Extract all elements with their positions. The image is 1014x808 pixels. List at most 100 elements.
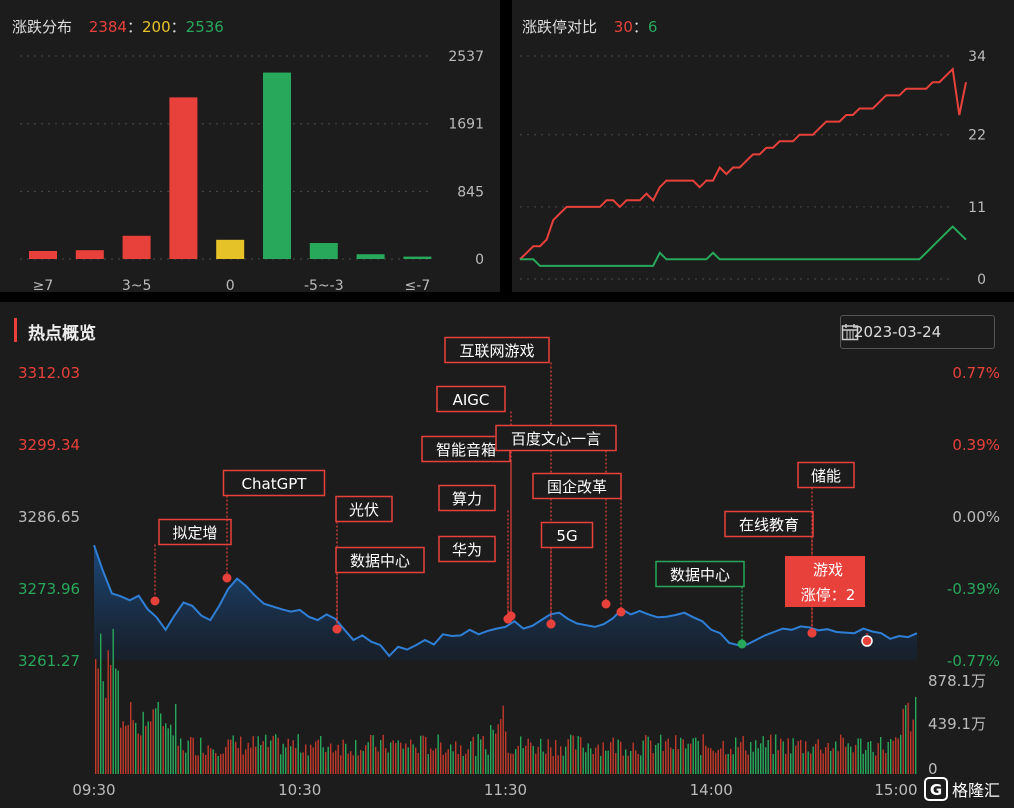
volume-bar: [787, 738, 789, 774]
volume-bar: [672, 749, 674, 774]
annotation-box: [335, 546, 425, 574]
volume-bar: [200, 737, 202, 774]
volume-bar: [630, 751, 632, 774]
volume-bar: [645, 735, 647, 774]
volume-bar: [550, 747, 552, 774]
volume-bar: [682, 739, 684, 774]
volume-bar: [730, 748, 732, 774]
volume-bar: [817, 739, 819, 774]
volume-bar: [120, 727, 122, 774]
volume-bar: [175, 704, 177, 774]
distribution-title-text: 涨跌分布: [12, 18, 73, 36]
volume-bar: [497, 724, 499, 774]
volume-bar: [352, 755, 354, 774]
volume-bar: [635, 750, 637, 774]
volume-bar: [735, 737, 737, 774]
volume-bar: [222, 753, 224, 774]
volume-bar: [357, 755, 359, 774]
volume-bar: [425, 737, 427, 774]
volume-bar: [225, 746, 227, 774]
volume-bar: [695, 737, 697, 774]
bar-6: [309, 242, 338, 259]
volume-bar: [602, 742, 604, 774]
volume-bar: [825, 747, 827, 774]
volume-bar: [310, 744, 312, 774]
volume-bar: [552, 756, 554, 774]
volume-bar: [575, 749, 577, 774]
volume-bar: [232, 735, 234, 774]
bar-5: [263, 72, 291, 259]
volume-bar: [262, 741, 264, 774]
volume-bar: [287, 738, 289, 774]
volume-bar: [622, 755, 624, 774]
volume-bar: [485, 749, 487, 774]
x-tick-label: ≤-7: [405, 278, 431, 294]
volume-bar: [510, 753, 512, 774]
volume-bar: [885, 752, 887, 774]
volume-bar: [187, 740, 189, 774]
volume-bar: [247, 742, 249, 774]
volume-bar: [667, 738, 669, 774]
volume-bar: [150, 721, 152, 774]
volume-bar: [295, 747, 297, 774]
volume-bar: [257, 736, 259, 774]
gelonghui-watermark: G 格隆汇: [924, 777, 1000, 801]
volume-bar: [470, 741, 472, 774]
volume-bar: [565, 746, 567, 774]
volume-bar: [105, 697, 107, 774]
volume-bar: [530, 742, 532, 774]
volume-bar: [420, 735, 422, 774]
calendar-icon[interactable]: [841, 323, 859, 341]
volume-bar: [115, 668, 117, 774]
volume-bar: [895, 737, 897, 774]
annotation-label: AIGC: [453, 391, 490, 409]
y-tick-label: 2537: [448, 49, 484, 65]
volume-bar: [525, 745, 527, 774]
volume-bar: [395, 743, 397, 774]
left-y-tick-label: 3273.96: [18, 580, 80, 598]
volume-bar: [670, 747, 672, 774]
limit-down-line: [520, 225, 967, 267]
volume-bar: [245, 749, 247, 774]
annotation-box: [438, 535, 496, 563]
volume-bar: [775, 734, 777, 774]
volume-bar: [660, 734, 662, 774]
bar-7: [356, 254, 385, 259]
volume-bar: [462, 755, 464, 774]
volume-bar: [807, 751, 809, 774]
x-tick-label: 09:30: [72, 781, 115, 799]
annotation-box: [495, 424, 617, 452]
date-picker[interactable]: 2023-03-24: [840, 315, 995, 349]
volume-bar: [270, 740, 272, 774]
volume-bar: [567, 739, 569, 774]
volume-bar: [430, 748, 432, 774]
volume-bar: [102, 681, 104, 774]
volume-bar: [812, 746, 814, 774]
annotation-box: [540, 521, 594, 549]
volume-bar: [785, 753, 787, 774]
volume-bar: [382, 734, 384, 774]
volume-bar: [332, 752, 334, 774]
volume-bar: [260, 745, 262, 774]
volume-bar: [302, 752, 304, 774]
volume-bar: [350, 751, 352, 774]
volume-bar: [135, 722, 137, 774]
volume-bar: [452, 751, 454, 774]
volume-bar: [162, 726, 164, 774]
volume-bar: [830, 751, 832, 774]
volume-bar: [450, 744, 452, 774]
volume-bar: [547, 739, 549, 774]
y-tick-label: 11: [968, 200, 986, 216]
volume-bar: [380, 740, 382, 774]
volume-bar: [760, 743, 762, 774]
volume-bar: [125, 725, 127, 774]
volume-bar: [195, 755, 197, 774]
price-line: [93, 544, 918, 658]
right-y-tick-label: 0.77%: [952, 364, 1000, 382]
colon: ：: [126, 18, 142, 36]
volume-bar: [902, 708, 904, 774]
volume-bar: [192, 737, 194, 774]
volume-bar: [500, 719, 502, 774]
colon: ：: [632, 18, 648, 36]
volume-bar: [210, 748, 212, 774]
